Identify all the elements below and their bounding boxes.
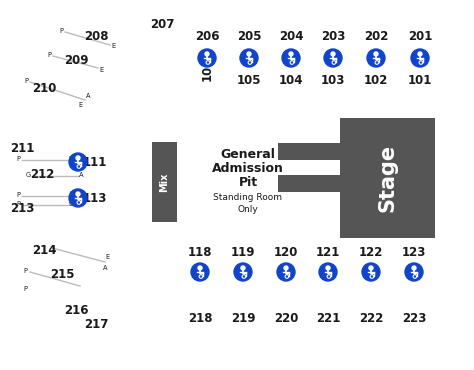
Text: P: P <box>59 28 63 34</box>
Text: 122: 122 <box>359 246 383 259</box>
Text: Admission: Admission <box>212 161 284 175</box>
Bar <box>278 143 340 160</box>
Text: Standing Room: Standing Room <box>213 194 283 202</box>
Text: 217: 217 <box>84 319 108 332</box>
Text: P: P <box>23 268 27 274</box>
Text: E: E <box>111 43 115 49</box>
Bar <box>278 175 340 192</box>
Text: 121: 121 <box>316 246 340 259</box>
Circle shape <box>405 263 423 281</box>
Text: 213: 213 <box>10 202 34 215</box>
Circle shape <box>69 153 87 171</box>
Text: 223: 223 <box>402 312 426 324</box>
Text: 208: 208 <box>84 30 108 43</box>
Text: 220: 220 <box>274 312 298 324</box>
Text: P: P <box>16 192 20 198</box>
Text: P: P <box>16 201 20 207</box>
Text: 120: 120 <box>274 246 298 259</box>
Circle shape <box>374 52 378 56</box>
Circle shape <box>277 263 295 281</box>
Circle shape <box>282 49 300 67</box>
Circle shape <box>319 263 337 281</box>
Text: Pit: Pit <box>238 175 257 188</box>
Circle shape <box>412 266 416 270</box>
Text: 219: 219 <box>231 312 255 324</box>
Text: 212: 212 <box>30 168 54 182</box>
Circle shape <box>324 49 342 67</box>
Text: P: P <box>16 156 20 162</box>
Text: D: D <box>69 156 73 162</box>
Text: 118: 118 <box>188 246 212 259</box>
Text: 207: 207 <box>150 17 174 30</box>
Text: D: D <box>69 201 73 207</box>
Text: 203: 203 <box>321 30 345 43</box>
Circle shape <box>418 52 422 56</box>
Text: 218: 218 <box>188 312 212 324</box>
Text: 211: 211 <box>10 141 34 155</box>
Text: A: A <box>103 265 107 271</box>
Text: 202: 202 <box>364 30 388 43</box>
Text: 215: 215 <box>50 269 74 282</box>
Bar <box>152 142 177 222</box>
Circle shape <box>69 189 87 207</box>
Circle shape <box>198 266 202 270</box>
Circle shape <box>234 263 252 281</box>
Text: Only: Only <box>237 205 258 215</box>
Circle shape <box>331 52 335 56</box>
Circle shape <box>367 49 385 67</box>
Text: 209: 209 <box>64 54 88 67</box>
Circle shape <box>247 52 251 56</box>
Text: 119: 119 <box>231 246 255 259</box>
Text: Stage: Stage <box>377 144 398 212</box>
Circle shape <box>191 263 209 281</box>
Circle shape <box>198 49 216 67</box>
Text: General: General <box>220 148 275 161</box>
Text: Mix: Mix <box>159 172 170 192</box>
Circle shape <box>76 192 80 196</box>
Circle shape <box>241 266 245 270</box>
Text: 102: 102 <box>364 74 388 87</box>
Text: 104: 104 <box>279 74 303 87</box>
Circle shape <box>369 266 373 270</box>
Text: E: E <box>99 67 103 73</box>
Text: 123: 123 <box>402 246 426 259</box>
Circle shape <box>362 263 380 281</box>
Circle shape <box>326 266 330 270</box>
Text: 113: 113 <box>83 192 107 205</box>
Bar <box>340 118 435 238</box>
Text: E: E <box>105 254 109 260</box>
Circle shape <box>205 52 209 56</box>
Text: 204: 204 <box>279 30 303 43</box>
Text: 106: 106 <box>201 57 213 81</box>
Text: E: E <box>78 102 82 108</box>
Text: 103: 103 <box>321 74 345 87</box>
Circle shape <box>289 52 293 56</box>
Text: 105: 105 <box>237 74 261 87</box>
Text: P: P <box>47 52 51 58</box>
Text: 214: 214 <box>32 243 56 256</box>
Text: A: A <box>69 191 73 197</box>
Circle shape <box>411 49 429 67</box>
Text: 222: 222 <box>359 312 383 324</box>
Text: A: A <box>86 93 90 99</box>
Text: 101: 101 <box>408 74 432 87</box>
Text: 206: 206 <box>195 30 219 43</box>
Text: 216: 216 <box>64 303 88 316</box>
Circle shape <box>76 156 80 160</box>
Text: A: A <box>79 172 83 178</box>
Text: 111: 111 <box>83 155 107 168</box>
Text: 210: 210 <box>32 81 56 94</box>
Text: 205: 205 <box>237 30 261 43</box>
Circle shape <box>240 49 258 67</box>
Text: 201: 201 <box>408 30 432 43</box>
Circle shape <box>284 266 288 270</box>
Text: P: P <box>24 78 28 84</box>
Text: P: P <box>23 286 27 292</box>
Text: 221: 221 <box>316 312 340 324</box>
Text: G: G <box>26 172 30 178</box>
